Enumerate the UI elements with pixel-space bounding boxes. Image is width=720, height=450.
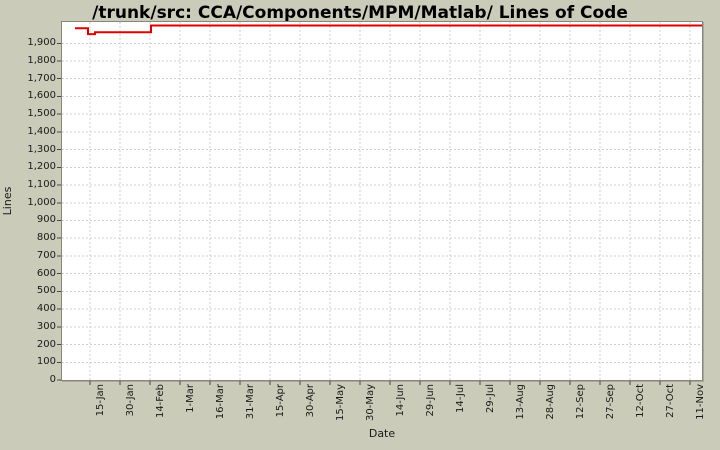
x-tick-label: 1-Mar <box>185 384 196 413</box>
y-tick-label: 1,300 <box>27 143 56 155</box>
y-tick-label: 700 <box>36 249 56 261</box>
x-axis-title: Date <box>368 427 396 440</box>
chart-title: /trunk/src: CCA/Components/MPM/Matlab/ L… <box>92 3 628 23</box>
y-tick-label: 500 <box>36 285 56 297</box>
x-tick-label: 29-Jun <box>425 384 436 417</box>
y-tick-label: 200 <box>36 338 56 350</box>
x-tick-label: 13-Aug <box>515 384 526 420</box>
x-tick-label: 12-Oct <box>635 384 646 418</box>
x-tick-label: 28-Aug <box>545 384 556 420</box>
x-tick-label: 14-Jul <box>455 384 466 413</box>
y-tick-label: 1,800 <box>27 54 56 66</box>
y-tick-label: 1,900 <box>27 37 56 49</box>
x-tick-label: 29-Jul <box>485 384 496 413</box>
x-tick-label: 16-Mar <box>215 384 226 420</box>
y-tick-label: 1,600 <box>27 90 56 102</box>
x-tick-label: 11-Nov <box>695 384 706 420</box>
y-tick-label: 1,000 <box>27 196 56 208</box>
y-axis-tick-labels: 0 100 200 300 400 500 600 700 800 900 1,000 1,100 1,… <box>0 0 56 450</box>
x-tick-label: 31-Mar <box>245 384 256 420</box>
y-tick-label: 900 <box>36 214 56 226</box>
y-tick-label: 800 <box>36 232 56 244</box>
x-tick-label: 30-May <box>365 384 376 422</box>
y-tick-label: 100 <box>36 356 56 368</box>
x-tick-label: 12-Sep <box>575 384 586 420</box>
x-tick-label: 14-Feb <box>155 384 166 419</box>
plot-area <box>61 21 703 381</box>
y-tick-label: 1,500 <box>27 108 56 120</box>
y-tick-label: 1,200 <box>27 161 56 173</box>
x-tick-label: 30-Apr <box>305 384 316 418</box>
y-tick-label: 600 <box>36 267 56 279</box>
y-tick-label: 0 <box>49 374 56 385</box>
y-tick-label: 300 <box>36 320 56 332</box>
x-tick-label: 15-May <box>335 384 346 422</box>
y-tick-label: 1,400 <box>27 125 56 137</box>
y-tick-label: 1,100 <box>27 179 56 191</box>
x-tick-label: 14-Jun <box>395 384 406 417</box>
y-tick-label: 400 <box>36 303 56 315</box>
y-axis-title: Lines <box>1 186 14 216</box>
x-tick-label: 27-Sep <box>605 384 616 420</box>
x-tick-label: 15-Jan <box>95 384 106 417</box>
x-tick-label: 15-Apr <box>275 384 286 418</box>
y-tick-label: 1,700 <box>27 72 56 84</box>
x-tick-label: 27-Oct <box>665 384 676 418</box>
x-tick-label: 30-Jan <box>125 384 136 417</box>
